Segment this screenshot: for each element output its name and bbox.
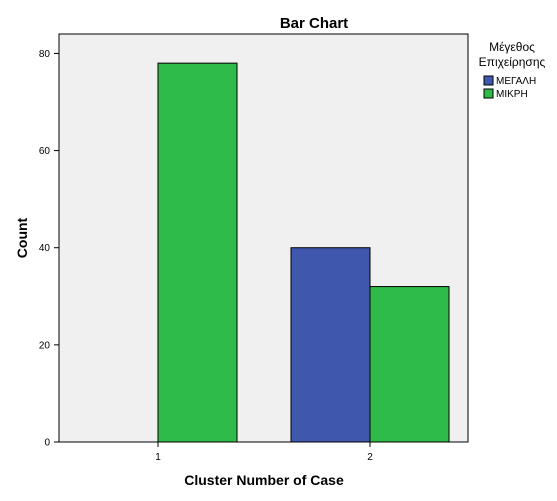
bar-ΜΙΚΡΗ-1	[157, 62, 238, 443]
y-tick-label: 80	[39, 49, 51, 60]
legend: Μέγεθος Επιχείρησης ΜΕΓΑΛΗ ΜΙΚΡΗ	[479, 40, 546, 100]
bar-ΜΙΚΡΗ-2	[369, 286, 450, 443]
legend-items: ΜΕΓΑΛΗ ΜΙΚΡΗ	[483, 75, 536, 100]
x-tick-label: 2	[367, 452, 373, 463]
y-tick-label: 0	[44, 438, 50, 449]
bar-ΜΕΓΑΛΗ-2	[290, 247, 371, 443]
y-axis-label: Count	[14, 217, 30, 258]
legend-title-line-1: Μέγεθος	[489, 40, 535, 54]
legend-label: ΜΕΓΑΛΗ	[496, 76, 536, 87]
y-tick-label: 20	[39, 340, 51, 351]
legend-title-line-2: Επιχείρησης	[479, 55, 546, 69]
bars-layer	[157, 62, 450, 443]
chart-title: Bar Chart	[280, 15, 348, 32]
legend-swatch	[483, 88, 494, 99]
y-tick-label: 60	[39, 146, 51, 157]
x-axis-label: Cluster Number of Case	[184, 472, 344, 488]
legend-swatch	[483, 75, 494, 86]
x-tick-label: 1	[155, 452, 161, 463]
y-tick-label: 40	[39, 243, 51, 254]
y-axis: 0 20 40 60 80	[39, 49, 59, 449]
legend-label: ΜΙΚΡΗ	[496, 89, 528, 100]
